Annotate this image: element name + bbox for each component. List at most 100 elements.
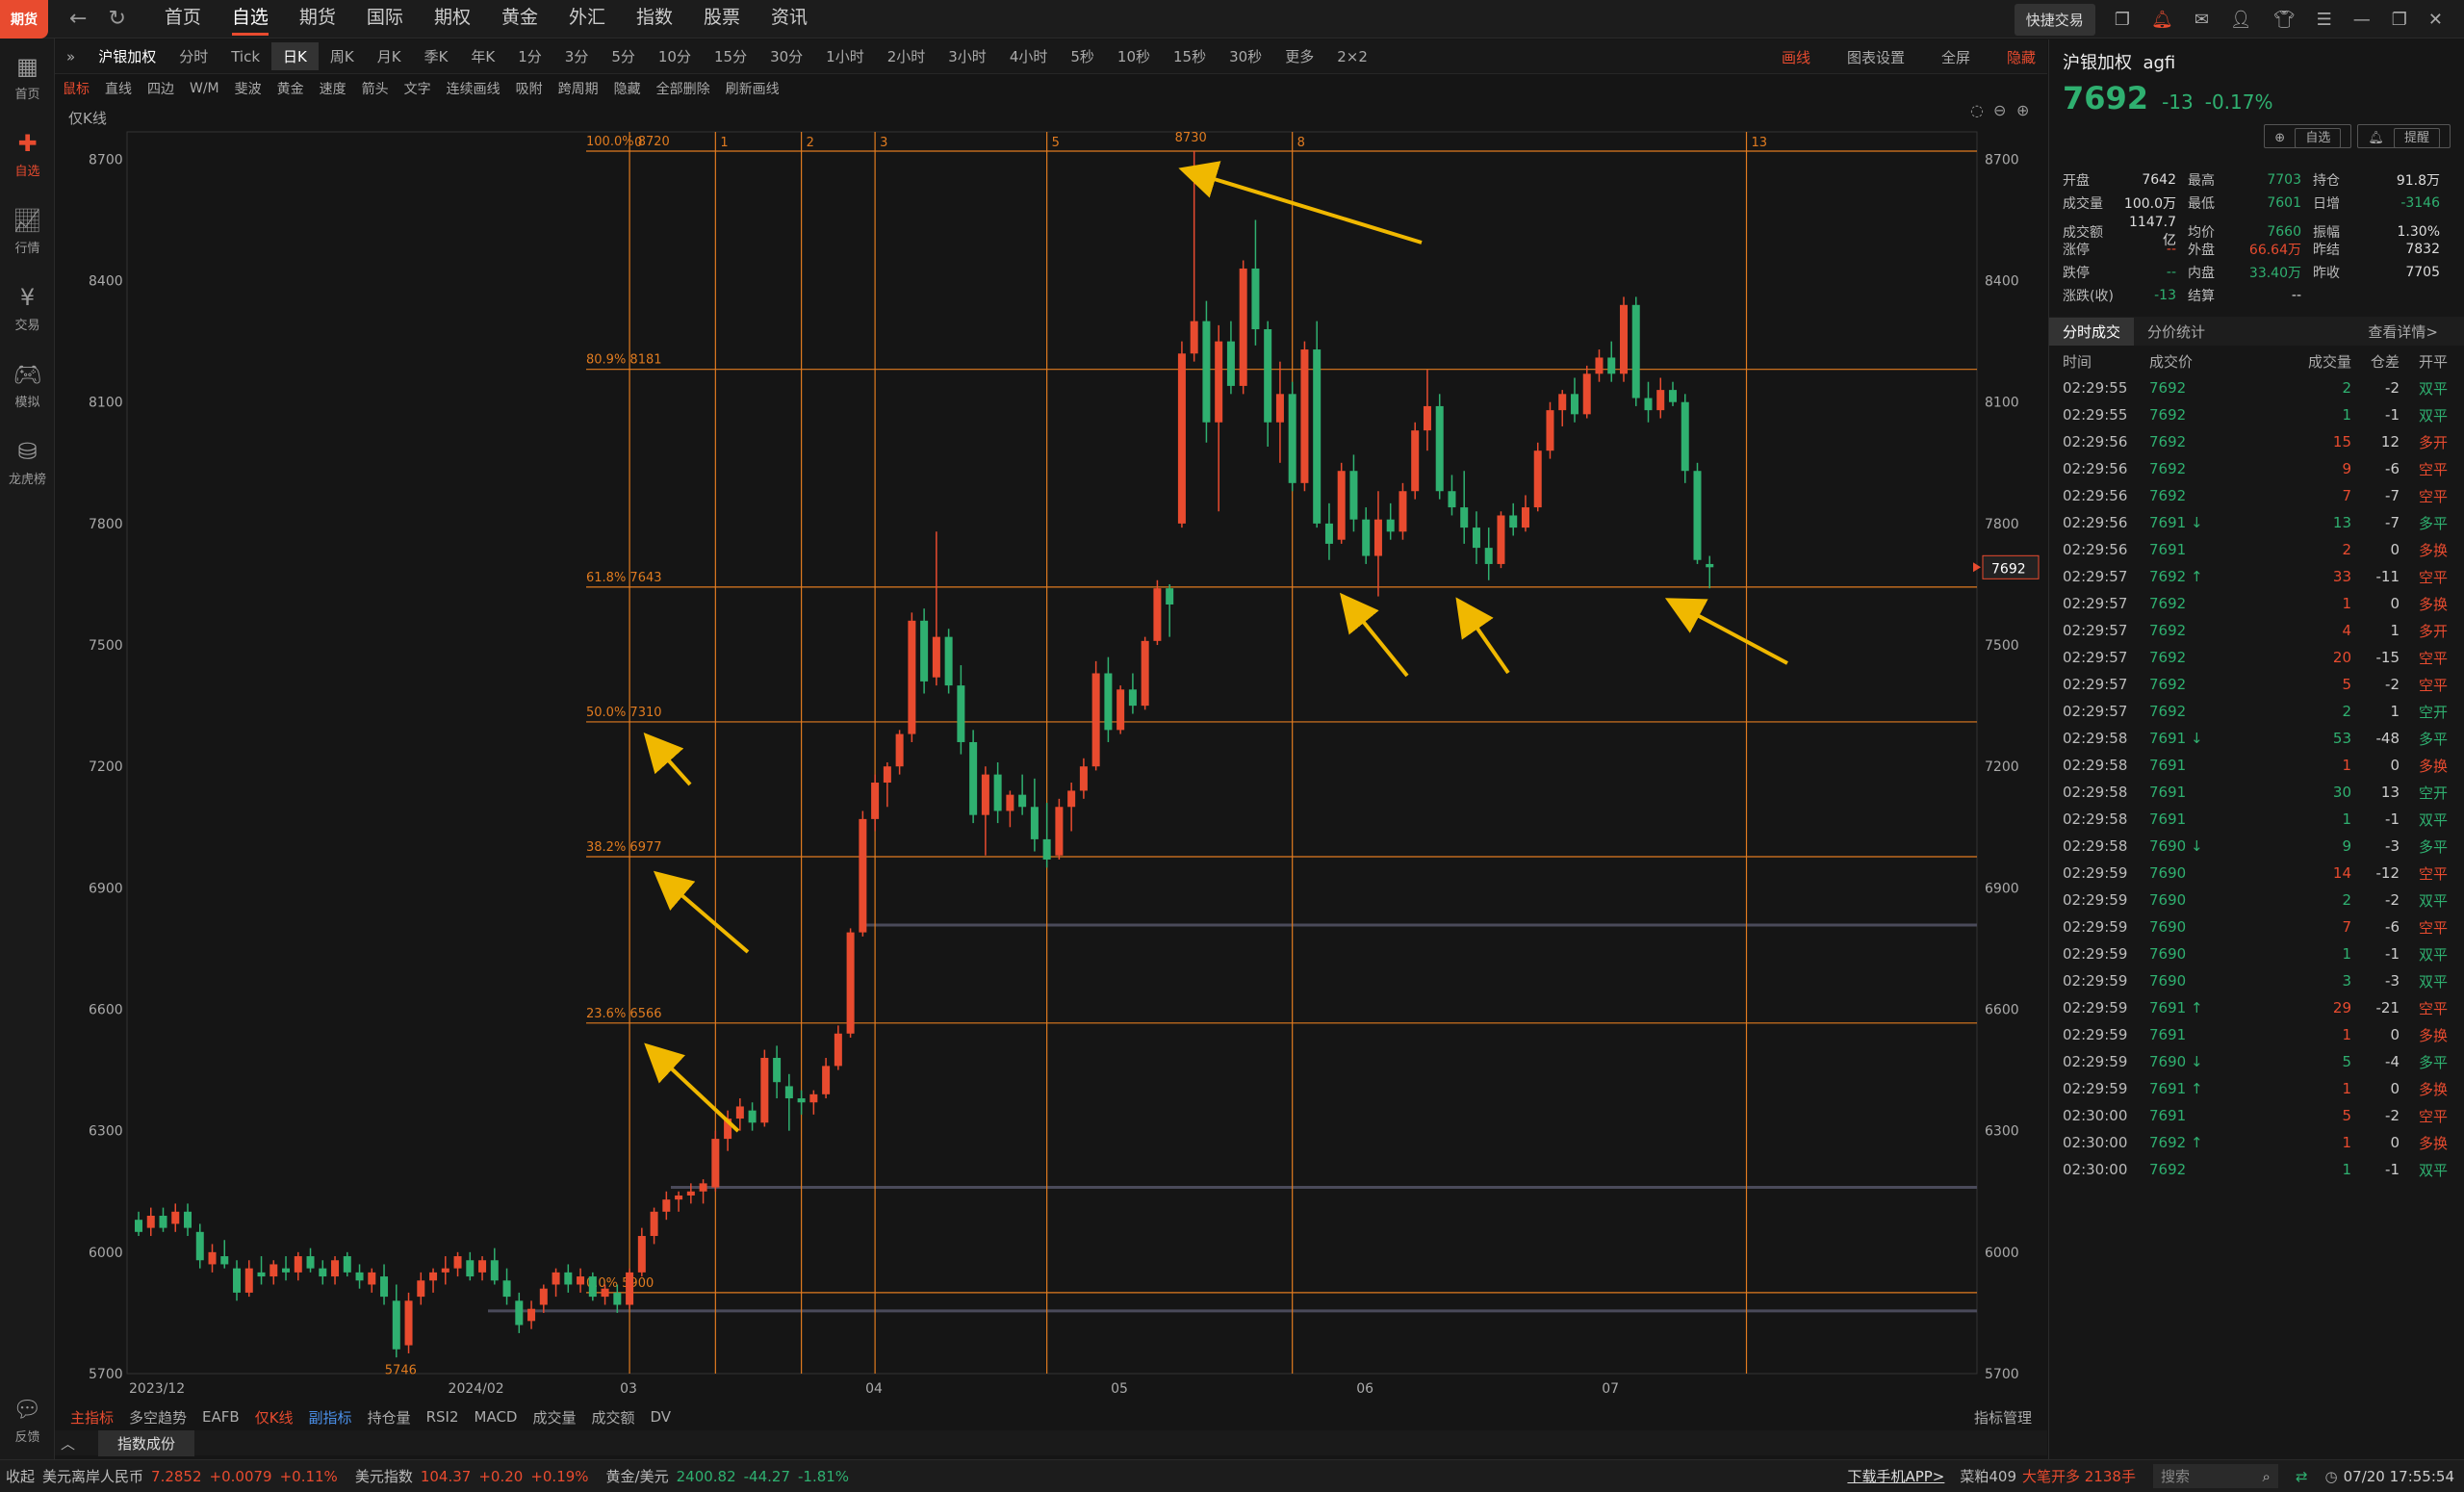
chart-tool-button[interactable]: 隐藏 — [2006, 48, 2036, 66]
indicator-item[interactable]: 成交量 — [532, 1408, 577, 1427]
period-tab[interactable]: 1分 — [518, 48, 542, 65]
index-components-tab[interactable]: 指数成份 — [98, 1429, 195, 1456]
indicator-item[interactable]: EAFB — [202, 1408, 240, 1426]
period-tab[interactable]: 5秒 — [1070, 48, 1094, 65]
top-menu-item[interactable]: 国际 — [366, 6, 403, 28]
settings-icon[interactable]: ☰ — [2316, 9, 2332, 30]
period-tab[interactable]: 分时 — [179, 48, 209, 65]
zoom-out-icon[interactable]: ⊖ — [1993, 103, 2006, 119]
period-tab[interactable]: 更多 — [1285, 48, 1315, 65]
period-tab[interactable]: 月K — [376, 48, 401, 65]
indicator-manage-button[interactable]: 指标管理 — [1973, 1408, 2032, 1427]
draw-tool[interactable]: 文字 — [403, 82, 431, 97]
period-tab[interactable]: Tick — [231, 47, 261, 65]
draw-tool[interactable]: 黄金 — [276, 82, 304, 97]
feedback-button[interactable]: 💬︎ 反馈 — [0, 1381, 55, 1458]
period-tab[interactable]: 2小时 — [886, 48, 926, 65]
period-tab[interactable]: 5分 — [611, 48, 635, 65]
draw-tool[interactable]: 速度 — [319, 82, 346, 97]
sidebar-item[interactable]: 🎮︎ 模拟 — [0, 347, 55, 424]
view-detail-link[interactable]: 查看详情> — [2368, 322, 2438, 341]
refresh-icon[interactable]: ↻ — [108, 7, 126, 31]
top-menu-item[interactable]: 股票 — [704, 6, 741, 28]
chart-tool-button[interactable]: 全屏 — [1940, 48, 1970, 66]
indicator-item[interactable]: 持仓量 — [367, 1408, 411, 1427]
bell-icon[interactable]: 🔔︎ — [2150, 9, 2173, 30]
period-tab[interactable]: 季K — [424, 48, 449, 65]
period-tab[interactable]: 15分 — [713, 48, 748, 65]
period-tab[interactable]: 3小时 — [948, 48, 987, 65]
period-tab[interactable]: 年K — [471, 48, 496, 65]
tab-price-stats[interactable]: 分价统计 — [2147, 322, 2206, 341]
draw-tool[interactable]: 连续画线 — [446, 82, 500, 97]
shirt-icon[interactable]: 👕︎ — [2272, 9, 2296, 30]
period-tab[interactable]: 30秒 — [1229, 48, 1263, 65]
period-tab[interactable]: 10分 — [657, 48, 691, 65]
symbol-label[interactable]: 沪银加权 — [98, 48, 157, 65]
indicator-item[interactable]: 成交额 — [591, 1408, 635, 1427]
indicator-item[interactable]: RSI2 — [425, 1408, 459, 1426]
indicator-item[interactable]: DV — [650, 1408, 672, 1426]
top-menu-item[interactable]: 外汇 — [568, 6, 605, 28]
indicator-item[interactable]: 多空趋势 — [129, 1408, 188, 1427]
sidebar-item[interactable]: ¥ 交易 — [0, 270, 55, 347]
period-tab[interactable]: 3分 — [564, 48, 589, 65]
sidebar-item[interactable]: ⛁ 龙虎榜 — [0, 424, 55, 501]
expand-icon[interactable]: » — [66, 47, 76, 65]
indicator-item[interactable]: MACD — [474, 1408, 518, 1426]
indicator-item[interactable]: 仅K线 — [254, 1408, 294, 1427]
collapse-arrow-icon[interactable]: ︿ — [61, 1434, 76, 1453]
close-icon[interactable]: ✕ — [2427, 9, 2443, 30]
draw-tool[interactable]: 鼠标 — [63, 82, 90, 97]
draw-tool[interactable]: 跨周期 — [557, 82, 599, 97]
ticker-name[interactable]: 美元离岸人民币 — [42, 1468, 144, 1485]
top-menu-item[interactable]: 期权 — [433, 6, 471, 28]
top-menu-item[interactable]: 资讯 — [771, 6, 808, 28]
top-menu-item[interactable]: 首页 — [164, 6, 201, 28]
draw-tool[interactable]: 四边 — [147, 82, 174, 97]
zoom-in-icon[interactable]: ⊕ — [2016, 103, 2029, 119]
indicator-item[interactable]: 副指标 — [308, 1408, 352, 1427]
chart-selector[interactable]: 仅K线 — [68, 110, 107, 127]
minimize-icon[interactable]: — — [2352, 9, 2371, 30]
tab-time-sales[interactable]: 分时成交 — [2049, 317, 2135, 346]
add-watchlist-button[interactable]: ⊕ 自选 — [2264, 124, 2352, 148]
search-input[interactable]: 搜索 ⌕ — [2152, 1464, 2278, 1488]
sidebar-item[interactable]: ✚ 自选 — [0, 116, 55, 193]
kline-chart[interactable]: 仅K线 5700 5700 6000 6000 6300 6300 6600 6600 6900 6… — [55, 103, 2047, 1405]
top-menu-item[interactable]: 黄金 — [500, 6, 538, 28]
window-icon[interactable]: ❐ — [2114, 9, 2130, 30]
period-tab[interactable]: 日K — [271, 42, 319, 70]
draw-tool[interactable]: W/M — [190, 81, 219, 96]
sidebar-item[interactable]: ▦ 首页 — [0, 39, 55, 116]
quick-trade-button[interactable]: 快捷交易 — [2014, 3, 2095, 36]
draw-tool[interactable]: 斐波 — [234, 82, 262, 97]
user-icon[interactable]: 👤︎ — [2229, 9, 2252, 30]
app-logo[interactable]: 期货 — [0, 0, 48, 39]
indicator-item[interactable]: 主指标 — [70, 1408, 115, 1427]
top-menu-item[interactable]: 自选 — [231, 3, 269, 36]
draw-tool[interactable]: 吸附 — [515, 82, 543, 97]
period-tab[interactable]: 10秒 — [1116, 48, 1150, 65]
period-tab[interactable]: 1小时 — [826, 48, 864, 65]
chart-tool-button[interactable]: 画线 — [1781, 48, 1810, 66]
mail-icon[interactable]: ✉ — [2194, 9, 2209, 30]
draw-tool[interactable]: 隐藏 — [613, 82, 641, 97]
collapse-button[interactable]: 收起 — [6, 1468, 36, 1485]
restore-icon[interactable]: ❐ — [2391, 9, 2407, 30]
period-tab[interactable]: 2×2 — [1337, 47, 1368, 65]
ticker-name[interactable]: 黄金/美元 — [605, 1468, 669, 1485]
undo-icon[interactable]: ◌ — [1970, 103, 1984, 119]
download-app-link[interactable]: 下载手机APP> — [1847, 1468, 1945, 1485]
period-tab[interactable]: 4小时 — [1009, 48, 1048, 65]
search-icon[interactable]: ⌕ — [2262, 1467, 2271, 1485]
draw-tool[interactable]: 刷新画线 — [725, 82, 780, 97]
link-icon[interactable]: ⇄ — [2295, 1467, 2308, 1485]
top-menu-item[interactable]: 指数 — [635, 6, 673, 28]
back-icon[interactable]: ← — [69, 7, 88, 31]
period-tab[interactable]: 周K — [329, 48, 354, 65]
draw-tool[interactable]: 直线 — [105, 82, 132, 97]
period-tab[interactable]: 15秒 — [1173, 48, 1207, 65]
chart-tool-button[interactable]: 图表设置 — [1846, 48, 1905, 66]
draw-tool[interactable]: 箭头 — [361, 82, 389, 97]
